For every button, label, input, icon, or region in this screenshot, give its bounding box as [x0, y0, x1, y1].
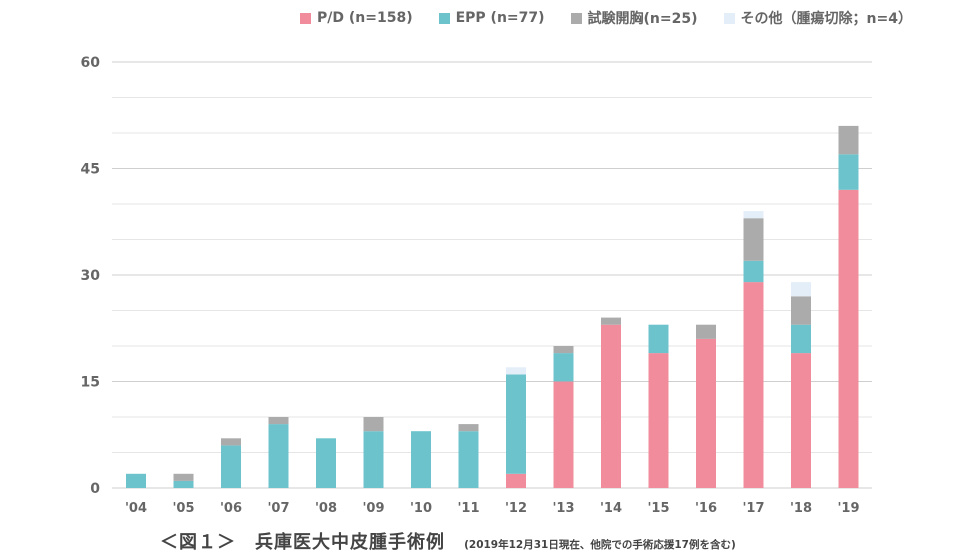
- x-tick-label: '10: [410, 501, 432, 516]
- bar-segment-epp: [648, 324, 669, 354]
- bar-segment-other: [506, 367, 526, 375]
- bar-segment-exploratory: [791, 296, 811, 325]
- figure-caption: ＜図１＞ 兵庫医大中皮腫手術例 (2019年12月31日現在、他院での手術応援1…: [160, 528, 736, 554]
- legend-item-exploratory: 試験開胸(n=25): [570, 8, 698, 28]
- bar-segment-exploratory: [601, 317, 621, 325]
- bar-segment-epp: [791, 324, 811, 354]
- bar-segment-epp: [411, 431, 431, 488]
- bar-segment-pd: [791, 353, 811, 488]
- legend-item-epp: EPP (n=77): [438, 8, 545, 28]
- x-tick-label: '17: [742, 501, 764, 516]
- bar-segment-epp: [363, 431, 384, 488]
- bar-segment-pd: [743, 282, 764, 488]
- bar-segment-exploratory: [553, 346, 574, 354]
- x-tick-label: '15: [647, 501, 669, 516]
- bar-segment-epp: [173, 480, 194, 488]
- bar-segment-exploratory: [743, 218, 764, 261]
- legend-swatch-epp: [438, 12, 450, 24]
- bar-segment-epp: [316, 438, 336, 488]
- caption-note: (2019年12月31日現在、他院での手術応援17例を含む): [464, 539, 736, 551]
- bar-segment-exploratory: [363, 417, 384, 432]
- caption-title: ＜図１＞ 兵庫医大中皮腫手術例: [160, 532, 445, 553]
- bar-segment-epp: [838, 154, 859, 190]
- bar-segment-epp: [506, 374, 526, 474]
- bar-segment-other: [791, 282, 811, 297]
- legend-item-other: その他（腫瘍切除；n=4）: [723, 8, 912, 28]
- bar-segment-other: [743, 211, 764, 219]
- bar-segment-exploratory: [221, 438, 241, 446]
- chart-plot: 60 45 30 15 0 '04 '05 '06 '07 '08 '09 '10 '11 '12 '13 '…: [81, 55, 872, 516]
- x-tick-label: '14: [600, 501, 622, 516]
- legend-swatch-other: [723, 12, 735, 24]
- bar-segment-epp: [221, 445, 241, 488]
- bar-segment-exploratory: [173, 473, 194, 481]
- x-tick-label: '13: [552, 501, 574, 516]
- bar-segment-exploratory: [458, 424, 479, 432]
- x-tick-label: '12: [505, 501, 527, 516]
- x-tick-label: '19: [837, 501, 859, 516]
- bar-segment-epp: [743, 260, 764, 283]
- x-tick-label: '07: [267, 501, 289, 516]
- x-tick-label: '16: [695, 501, 717, 516]
- legend-label-other: その他（腫瘍切除；n=4）: [740, 11, 912, 27]
- x-tick-label: '11: [457, 501, 479, 516]
- bar-segment-pd: [838, 189, 859, 489]
- x-tick-label: '08: [315, 501, 337, 516]
- y-tick-label: 15: [81, 375, 100, 391]
- bar-segment-pd: [601, 324, 621, 488]
- bar-segment-epp: [126, 473, 146, 488]
- bar-segment-epp: [553, 353, 574, 382]
- legend-swatch-exploratory: [570, 12, 582, 24]
- legend-swatch-pd: [300, 12, 311, 24]
- legend-item-pd: P/D (n=158): [300, 8, 413, 28]
- bar-segment-exploratory: [838, 125, 859, 155]
- legend-label-epp: EPP (n=77): [455, 10, 545, 26]
- chart-legend: P/D (n=158) EPP (n=77) 試験開胸(n=25) その他（腫瘍…: [300, 8, 912, 28]
- legend-label-exploratory: 試験開胸(n=25): [587, 11, 698, 27]
- x-tick-label: '05: [172, 501, 194, 516]
- x-tick-label: '09: [362, 501, 384, 516]
- y-tick-label: 0: [90, 481, 100, 497]
- bar-segment-pd: [553, 381, 574, 488]
- bar-segment-exploratory: [268, 417, 289, 425]
- x-tick-label: '18: [790, 501, 812, 516]
- x-tick-label: '04: [125, 501, 147, 516]
- bar-segment-pd: [648, 353, 669, 488]
- bar-segment-epp: [268, 424, 289, 488]
- legend-label-pd: P/D (n=158): [317, 10, 413, 26]
- bar-segment-epp: [458, 431, 479, 488]
- y-tick-label: 60: [81, 55, 101, 71]
- bar-segment-pd: [506, 473, 526, 488]
- y-tick-label: 45: [81, 162, 100, 178]
- y-tick-label: 30: [81, 268, 101, 284]
- x-tick-label: '06: [220, 501, 242, 516]
- bar-segment-exploratory: [696, 324, 716, 339]
- bar-segment-pd: [696, 338, 716, 488]
